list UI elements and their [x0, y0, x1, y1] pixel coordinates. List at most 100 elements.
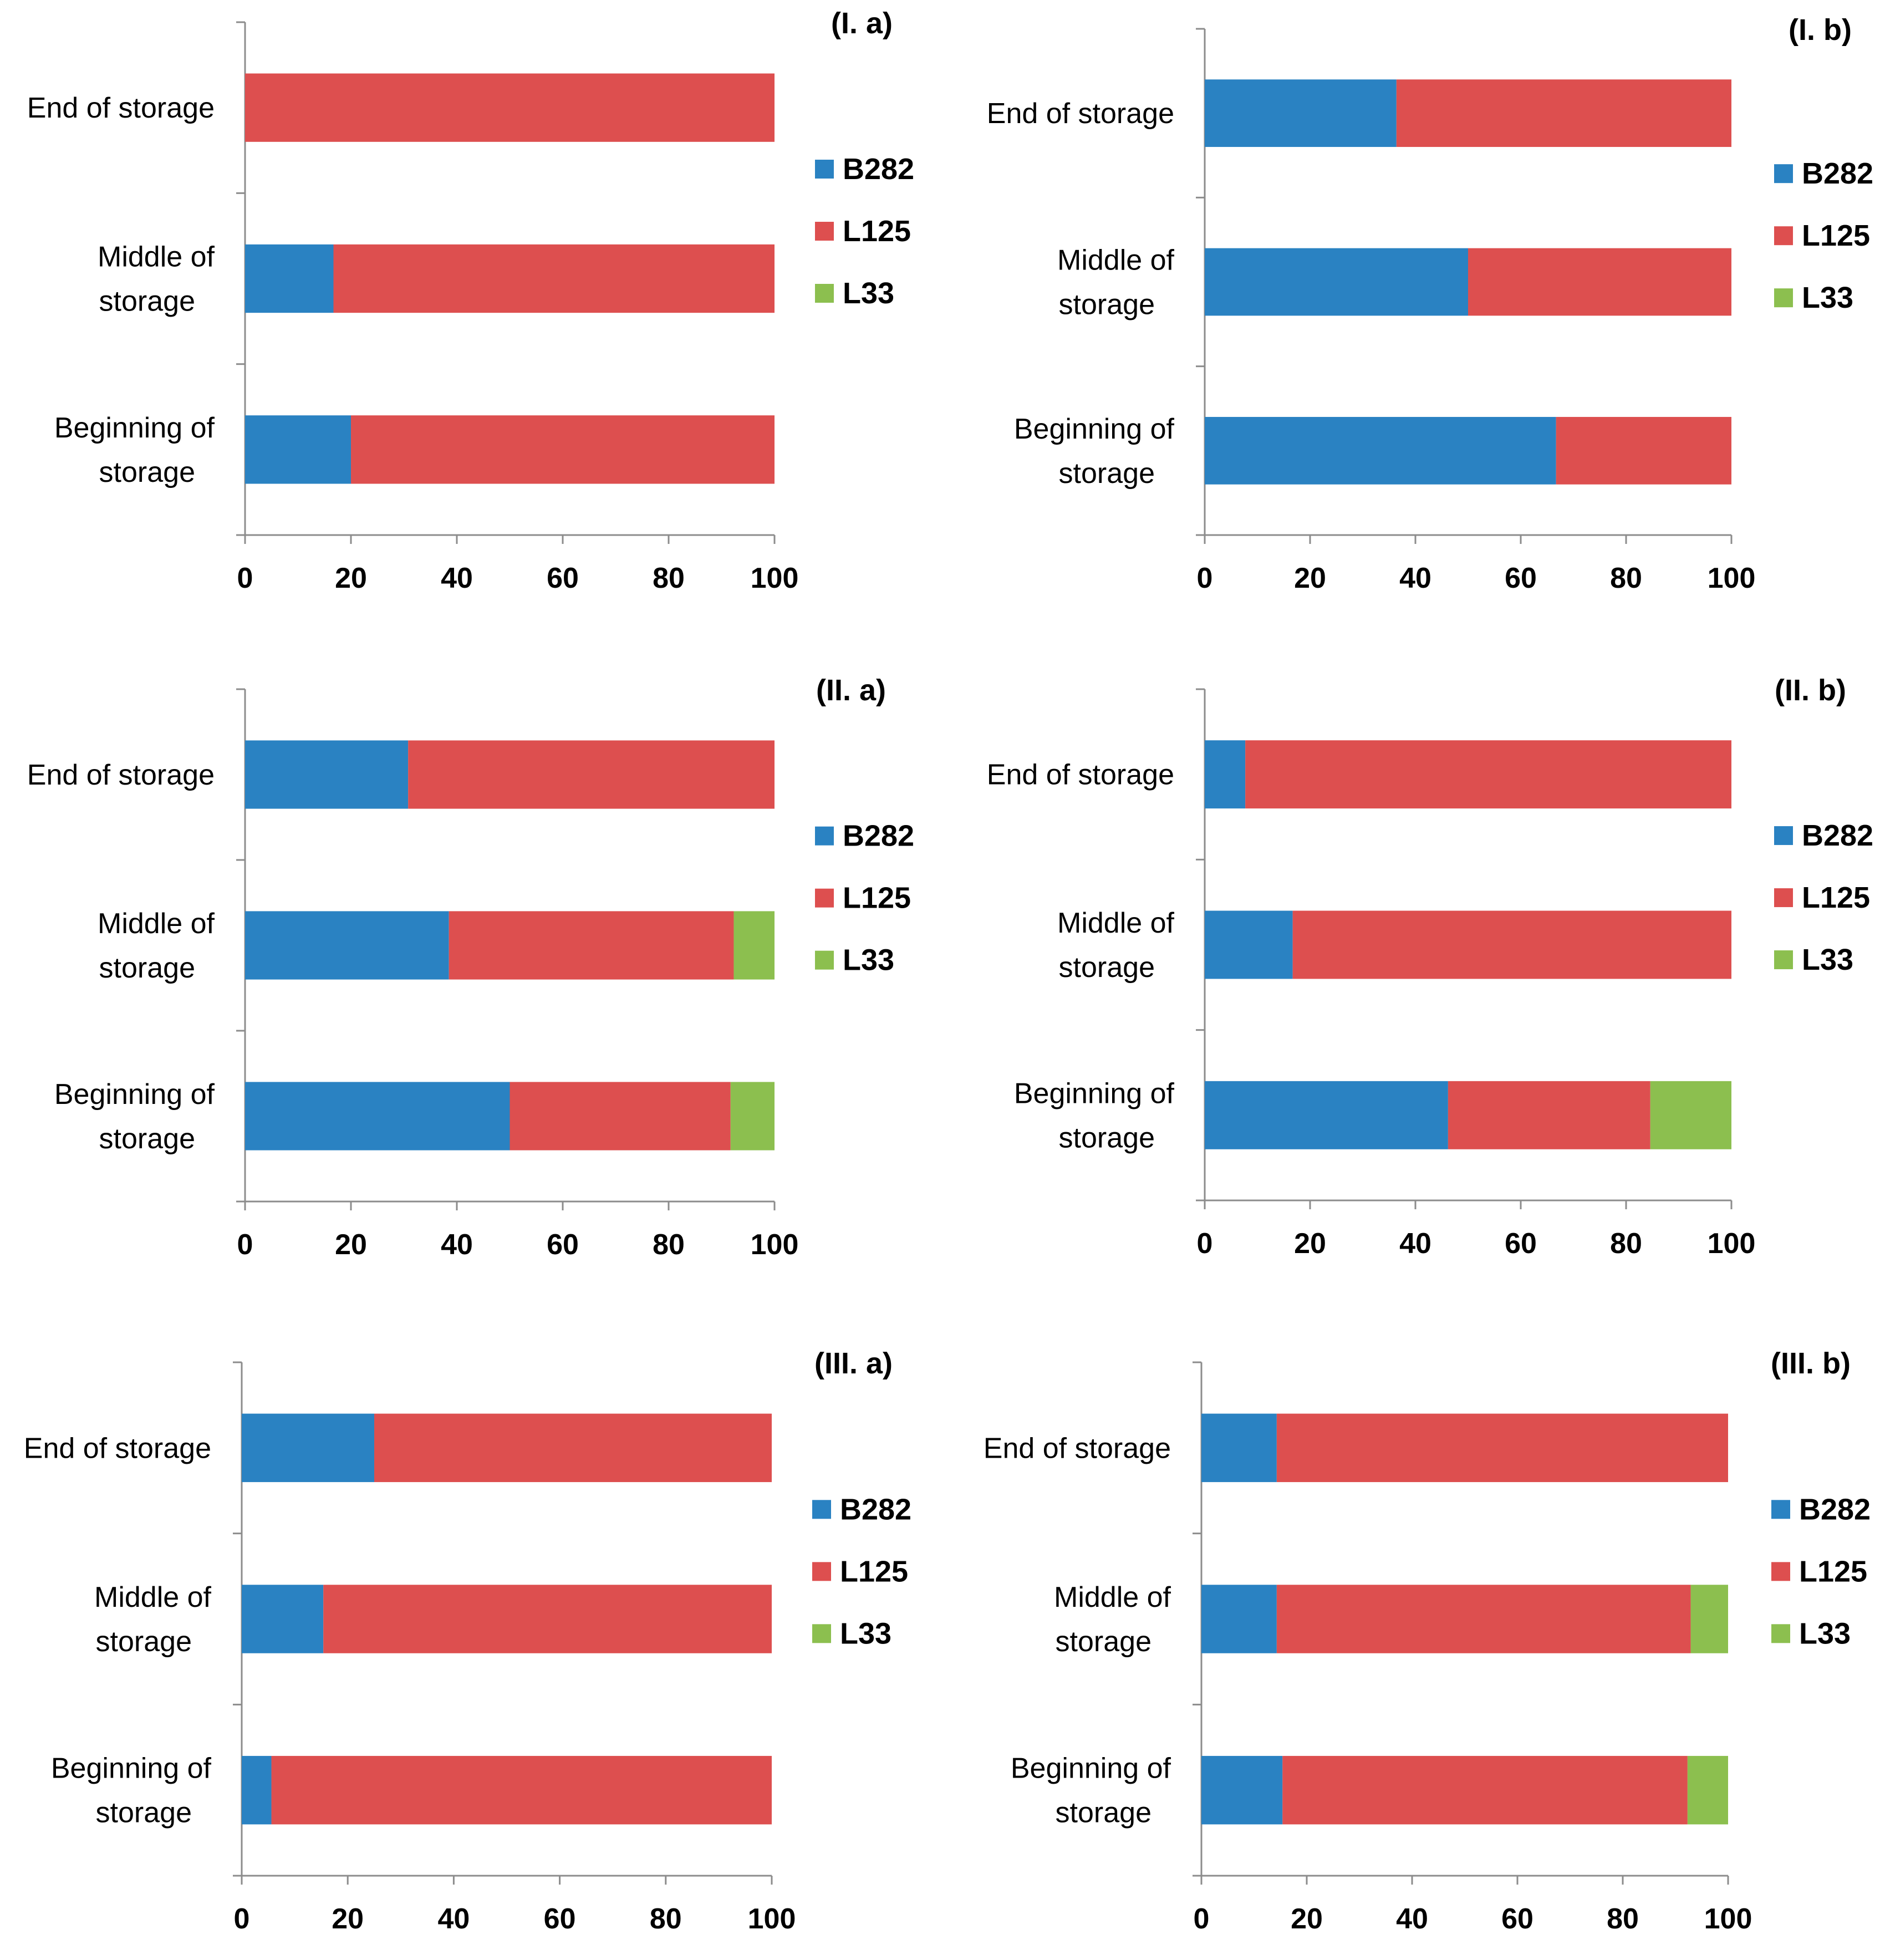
x-tick-label: 20 [335, 562, 367, 594]
bar-l125-beginning-of-storage [351, 415, 775, 484]
x-tick-label: 0 [234, 1903, 250, 1935]
legend-label-l125: L125 [1802, 219, 1870, 252]
chart-panel-3: 0 20 40 60 80 100 End of storage Middle of stora… [27, 674, 914, 1261]
x-tick-label: 60 [1505, 562, 1537, 594]
x-tick-label: 40 [437, 1903, 470, 1935]
x-tick-label: 40 [441, 562, 473, 594]
chart-panel-5: 0 20 40 60 80 100 End of storage Middle of stora… [24, 1347, 911, 1935]
legend-label-l125: L125 [1802, 881, 1870, 914]
bar-l125-end-of-storage [1396, 79, 1731, 147]
legend-swatch-l125 [1771, 1562, 1790, 1581]
category-label: Middle of storage [98, 908, 215, 984]
bar-b282-end-of-storage [245, 740, 409, 809]
category-label: Middle of storage [1057, 907, 1175, 984]
category-label: Beginning of storage [54, 1078, 215, 1155]
x-tick-label: 60 [547, 562, 579, 594]
legend-label-l33: L33 [1799, 1617, 1851, 1650]
x-tick-label: 20 [1291, 1903, 1323, 1935]
bar-l33-middle-of-storage [1690, 1585, 1728, 1653]
x-tick-label: 40 [1399, 1228, 1431, 1260]
x-tick-label: 20 [1294, 562, 1326, 594]
bar-l125-end-of-storage [1245, 740, 1731, 809]
bar-b282-beginning-of-storage [245, 1082, 510, 1150]
legend-label-l125: L125 [1799, 1555, 1867, 1588]
category-label: Beginning of storage [54, 412, 215, 488]
panel-title: (III. a) [814, 1347, 893, 1380]
bar-l125-end-of-storage [245, 73, 775, 142]
x-tick-label: 80 [1610, 1228, 1642, 1260]
bar-b282-middle-of-storage [245, 244, 334, 313]
legend-swatch-b282 [812, 1500, 831, 1519]
category-label: End of storage [24, 1432, 211, 1464]
chart-panel-4: 0 20 40 60 80 100 End of storage Middle of stora… [987, 674, 1873, 1260]
bar-b282-middle-of-storage [1205, 248, 1468, 316]
x-tick-label: 80 [1610, 562, 1642, 594]
x-tick-label: 0 [237, 1229, 253, 1261]
legend-swatch-b282 [815, 160, 834, 179]
x-tick-label: 80 [1607, 1903, 1639, 1935]
category-label: Beginning of storage [1014, 413, 1175, 490]
category-label: Middle of storage [98, 241, 215, 318]
x-tick-label: 0 [1197, 562, 1213, 594]
bar-b282-middle-of-storage [242, 1585, 324, 1653]
category-label: Beginning of storage [51, 1753, 212, 1829]
bar-l125-middle-of-storage [333, 244, 775, 313]
bar-l125-beginning-of-storage [1282, 1755, 1688, 1825]
bar-b282-middle-of-storage [1201, 1585, 1277, 1653]
panel-title: (I. a) [831, 7, 893, 40]
legend-label-b282: B282 [1802, 157, 1873, 190]
legend-label-b282: B282 [843, 152, 914, 186]
legend-label-l33: L33 [843, 277, 894, 310]
legend-swatch-l33 [1774, 950, 1793, 970]
legend-swatch-l125 [1774, 226, 1793, 246]
legend-swatch-b282 [1774, 826, 1793, 846]
bar-b282-end-of-storage [1205, 740, 1246, 809]
bar-b282-middle-of-storage [1205, 910, 1293, 979]
x-tick-label: 100 [751, 1229, 799, 1261]
legend-label-l125: L125 [843, 215, 911, 248]
category-label: Beginning of storage [1014, 1077, 1175, 1154]
x-tick-label: 60 [1505, 1228, 1537, 1260]
category-label: Beginning of storage [1011, 1753, 1171, 1829]
legend-swatch-l125 [815, 222, 834, 241]
x-tick-label: 0 [1194, 1903, 1210, 1935]
x-tick-label: 0 [1197, 1228, 1213, 1260]
legend-swatch-l33 [815, 284, 834, 303]
bar-b282-beginning-of-storage [1201, 1755, 1283, 1825]
panel-title: (III. b) [1771, 1347, 1851, 1380]
bar-b282-beginning-of-storage [245, 415, 351, 484]
x-tick-label: 100 [1708, 1228, 1756, 1260]
x-tick-label: 100 [748, 1903, 796, 1935]
legend-swatch-l125 [812, 1562, 831, 1581]
x-tick-label: 80 [650, 1903, 682, 1935]
bar-l33-beginning-of-storage [1687, 1755, 1728, 1825]
panel-title: (I. b) [1789, 13, 1852, 47]
x-tick-label: 20 [1294, 1228, 1326, 1260]
x-tick-label: 20 [332, 1903, 364, 1935]
legend-label-l125: L125 [843, 882, 911, 915]
bar-l33-middle-of-storage [733, 911, 775, 980]
x-tick-label: 80 [653, 562, 685, 594]
category-label: Middle of storage [1057, 245, 1175, 321]
bar-b282-end-of-storage [1205, 79, 1397, 147]
legend-label-b282: B282 [1799, 1493, 1871, 1526]
x-tick-label: 40 [441, 1229, 473, 1261]
x-tick-label: 80 [653, 1229, 685, 1261]
bar-l125-end-of-storage [408, 740, 775, 809]
x-tick-label: 100 [1708, 562, 1756, 594]
bar-l125-middle-of-storage [1468, 248, 1731, 316]
legend-swatch-l33 [1774, 288, 1793, 308]
bar-b282-end-of-storage [1201, 1413, 1277, 1483]
bar-l33-beginning-of-storage [730, 1082, 775, 1150]
legend-swatch-b282 [1771, 1500, 1790, 1519]
category-label: End of storage [987, 759, 1174, 791]
bar-l125-beginning-of-storage [510, 1082, 731, 1150]
panel-title: (II. a) [816, 674, 886, 707]
bar-l125-middle-of-storage [1276, 1585, 1691, 1653]
x-tick-label: 0 [237, 562, 253, 594]
legend-label-b282: B282 [843, 819, 914, 853]
bar-l33-beginning-of-storage [1650, 1081, 1731, 1149]
x-tick-label: 100 [751, 562, 799, 594]
legend-label-l33: L33 [840, 1617, 891, 1650]
